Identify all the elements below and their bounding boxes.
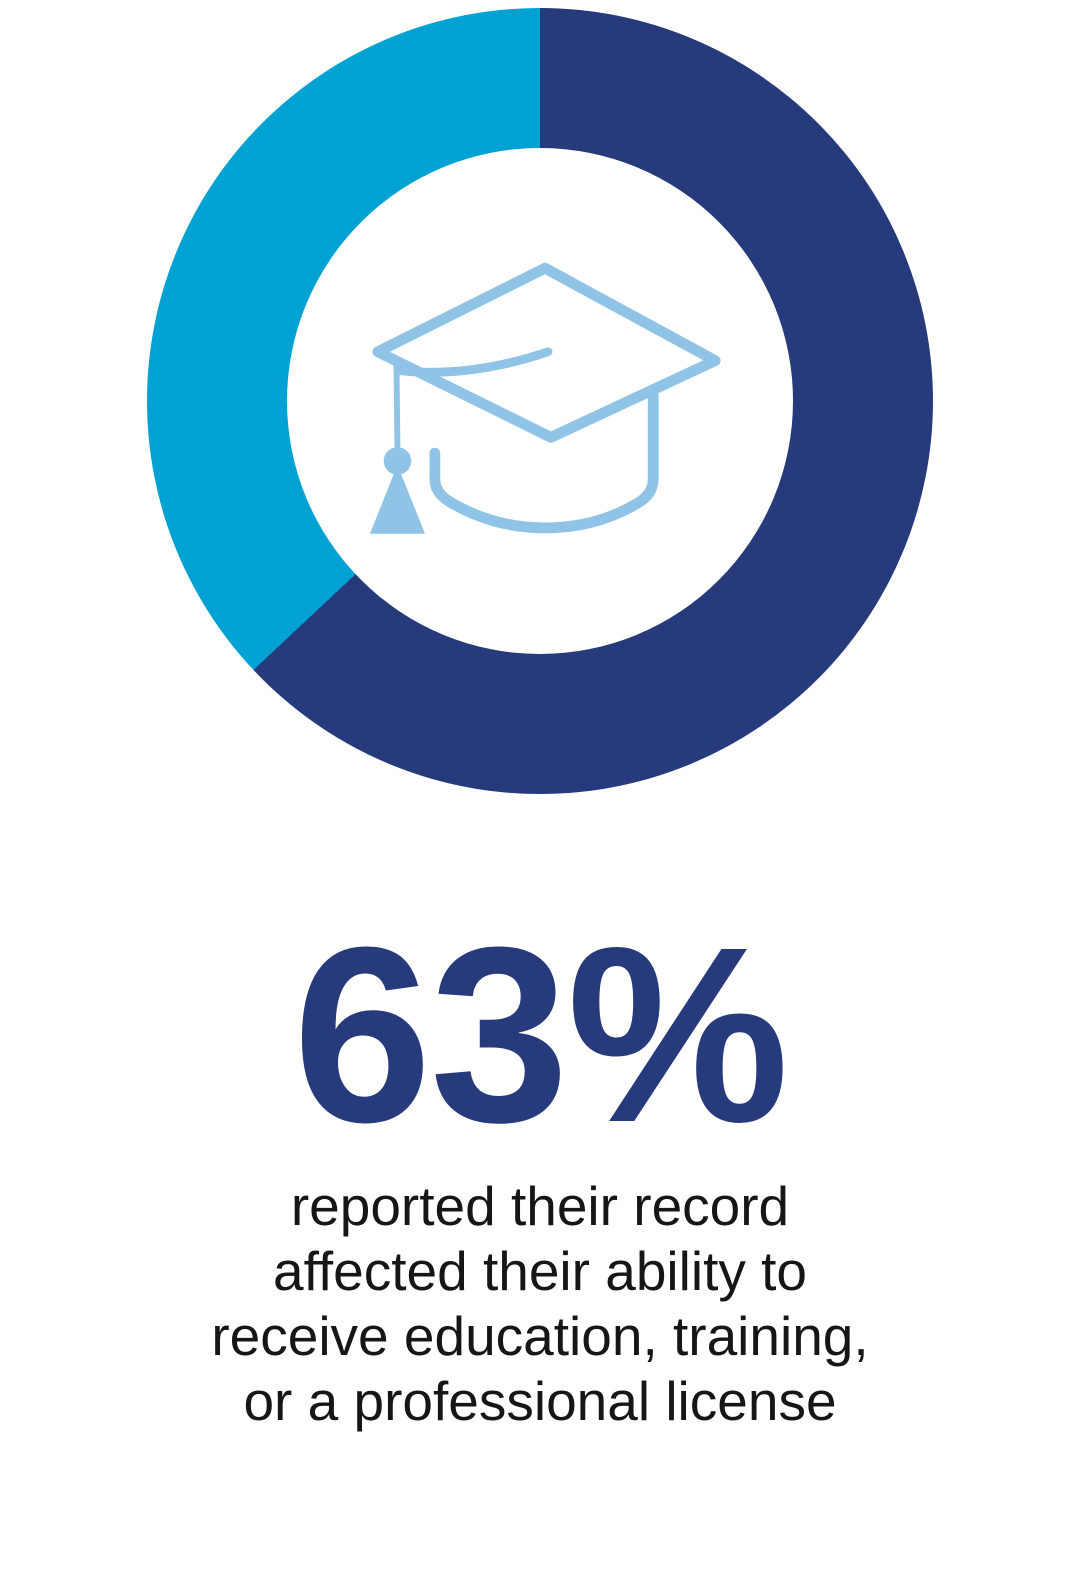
donut-hole	[287, 148, 793, 654]
graduation-cap-icon	[369, 262, 721, 534]
tassel-cord	[394, 347, 553, 377]
tassel-string	[393, 361, 401, 453]
stat-description-line: affected their ability to	[272, 1240, 808, 1302]
stat-description-line: reported their record	[290, 1175, 790, 1237]
stat-description: reported their record affected their abi…	[211, 1174, 868, 1434]
stat-description-line: or a professional license	[243, 1370, 837, 1432]
tassel-knot	[383, 447, 412, 475]
mortarboard-top	[372, 262, 721, 443]
tassel-fringe	[369, 464, 426, 534]
stat-description-line: receive education, training,	[211, 1305, 869, 1367]
cap-band	[429, 389, 659, 534]
stat-value: 63%	[292, 895, 789, 1174]
donut-chart	[147, 8, 933, 794]
